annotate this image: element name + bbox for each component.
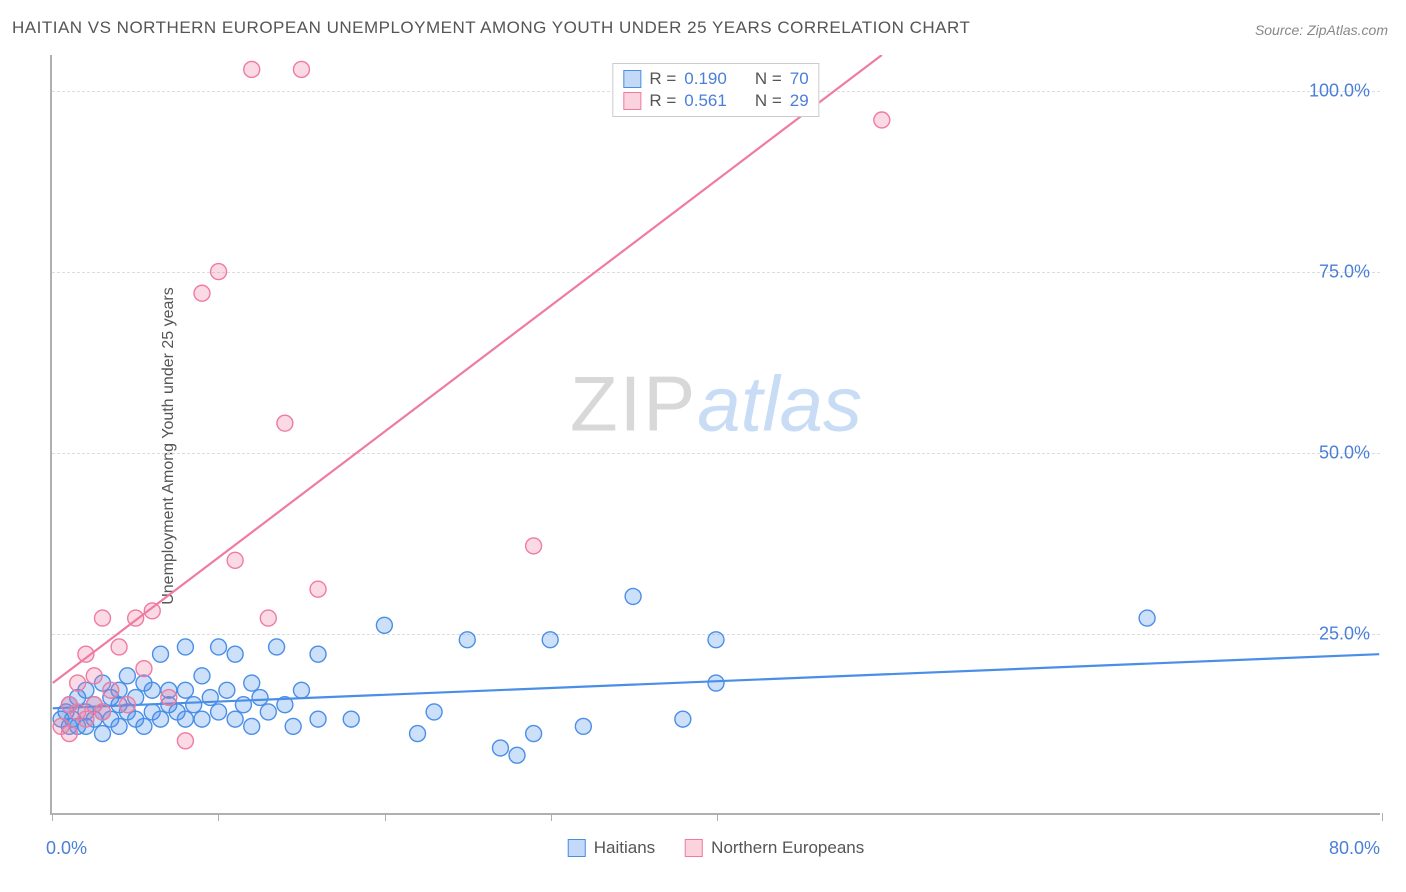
data-point <box>575 718 591 734</box>
data-point <box>153 711 169 727</box>
data-point <box>136 661 152 677</box>
data-point <box>211 639 227 655</box>
data-point <box>708 632 724 648</box>
data-point <box>277 415 293 431</box>
data-point <box>244 718 260 734</box>
scatter-plot <box>52 55 1380 813</box>
data-point <box>153 646 169 662</box>
x-tick-label-min: 0.0% <box>46 838 87 859</box>
data-point <box>376 617 392 633</box>
data-point <box>194 668 210 684</box>
swatch-haitians-icon <box>568 839 586 857</box>
legend-label-neuropeans: Northern Europeans <box>711 838 864 858</box>
data-point <box>708 675 724 691</box>
data-point <box>426 704 442 720</box>
data-point <box>95 726 111 742</box>
data-point <box>70 675 86 691</box>
chart-area: ZIPatlas 25.0%50.0%75.0%100.0% R = 0.190… <box>50 55 1380 815</box>
data-point <box>211 704 227 720</box>
legend-item-neuropeans: Northern Europeans <box>685 838 864 858</box>
data-point <box>227 552 243 568</box>
x-tick-label-max: 80.0% <box>1329 838 1380 859</box>
data-point <box>111 639 127 655</box>
x-tick <box>218 813 219 821</box>
data-point <box>227 711 243 727</box>
data-point <box>459 632 475 648</box>
data-point <box>310 646 326 662</box>
data-point <box>111 718 127 734</box>
n-value-haitians: 70 <box>790 69 809 89</box>
data-point <box>874 112 890 128</box>
data-point <box>293 61 309 77</box>
data-point <box>269 639 285 655</box>
data-point <box>310 711 326 727</box>
data-point <box>410 726 426 742</box>
n-label: N = <box>755 69 782 89</box>
data-point <box>542 632 558 648</box>
data-point <box>211 264 227 280</box>
x-tick <box>717 813 718 821</box>
x-tick <box>52 813 53 821</box>
data-point <box>78 711 94 727</box>
trend-line <box>53 55 882 683</box>
data-point <box>492 740 508 756</box>
data-point <box>119 668 135 684</box>
legend-item-haitians: Haitians <box>568 838 655 858</box>
data-point <box>194 285 210 301</box>
source-label: Source: ZipAtlas.com <box>1255 22 1388 38</box>
data-point <box>260 704 276 720</box>
stats-legend: R = 0.190 N = 70 R = 0.561 N = 29 <box>612 63 819 117</box>
r-label: R = <box>649 69 676 89</box>
data-point <box>61 726 77 742</box>
data-point <box>244 675 260 691</box>
data-point <box>252 690 268 706</box>
data-point <box>219 682 235 698</box>
data-point <box>95 704 111 720</box>
x-tick <box>551 813 552 821</box>
data-point <box>343 711 359 727</box>
r-label: R = <box>649 91 676 111</box>
data-point <box>186 697 202 713</box>
data-point <box>293 682 309 698</box>
data-point <box>509 747 525 763</box>
n-label: N = <box>755 91 782 111</box>
r-value-haitians: 0.190 <box>684 69 727 89</box>
data-point <box>244 61 260 77</box>
data-point <box>177 711 193 727</box>
data-point <box>194 711 210 727</box>
n-value-neuropeans: 29 <box>790 91 809 111</box>
r-value-neuropeans: 0.561 <box>684 91 727 111</box>
data-point <box>161 690 177 706</box>
x-tick <box>1382 813 1383 821</box>
swatch-haitians-icon <box>623 70 641 88</box>
stats-row-neuropeans: R = 0.561 N = 29 <box>623 90 808 112</box>
data-point <box>103 682 119 698</box>
data-point <box>625 588 641 604</box>
legend-label-haitians: Haitians <box>594 838 655 858</box>
data-point <box>144 682 160 698</box>
series-legend: Haitians Northern Europeans <box>568 838 865 858</box>
data-point <box>285 718 301 734</box>
data-point <box>177 682 193 698</box>
data-point <box>177 639 193 655</box>
data-point <box>95 610 111 626</box>
data-point <box>119 697 135 713</box>
x-tick <box>385 813 386 821</box>
stats-row-haitians: R = 0.190 N = 70 <box>623 68 808 90</box>
data-point <box>136 718 152 734</box>
data-point <box>260 610 276 626</box>
swatch-neuropeans-icon <box>623 92 641 110</box>
data-point <box>227 646 243 662</box>
swatch-neuropeans-icon <box>685 839 703 857</box>
data-point <box>177 733 193 749</box>
data-point <box>675 711 691 727</box>
data-point <box>1139 610 1155 626</box>
data-point <box>235 697 251 713</box>
data-point <box>86 668 102 684</box>
data-point <box>310 581 326 597</box>
chart-title: HAITIAN VS NORTHERN EUROPEAN UNEMPLOYMEN… <box>12 18 970 38</box>
data-point <box>526 726 542 742</box>
data-point <box>526 538 542 554</box>
